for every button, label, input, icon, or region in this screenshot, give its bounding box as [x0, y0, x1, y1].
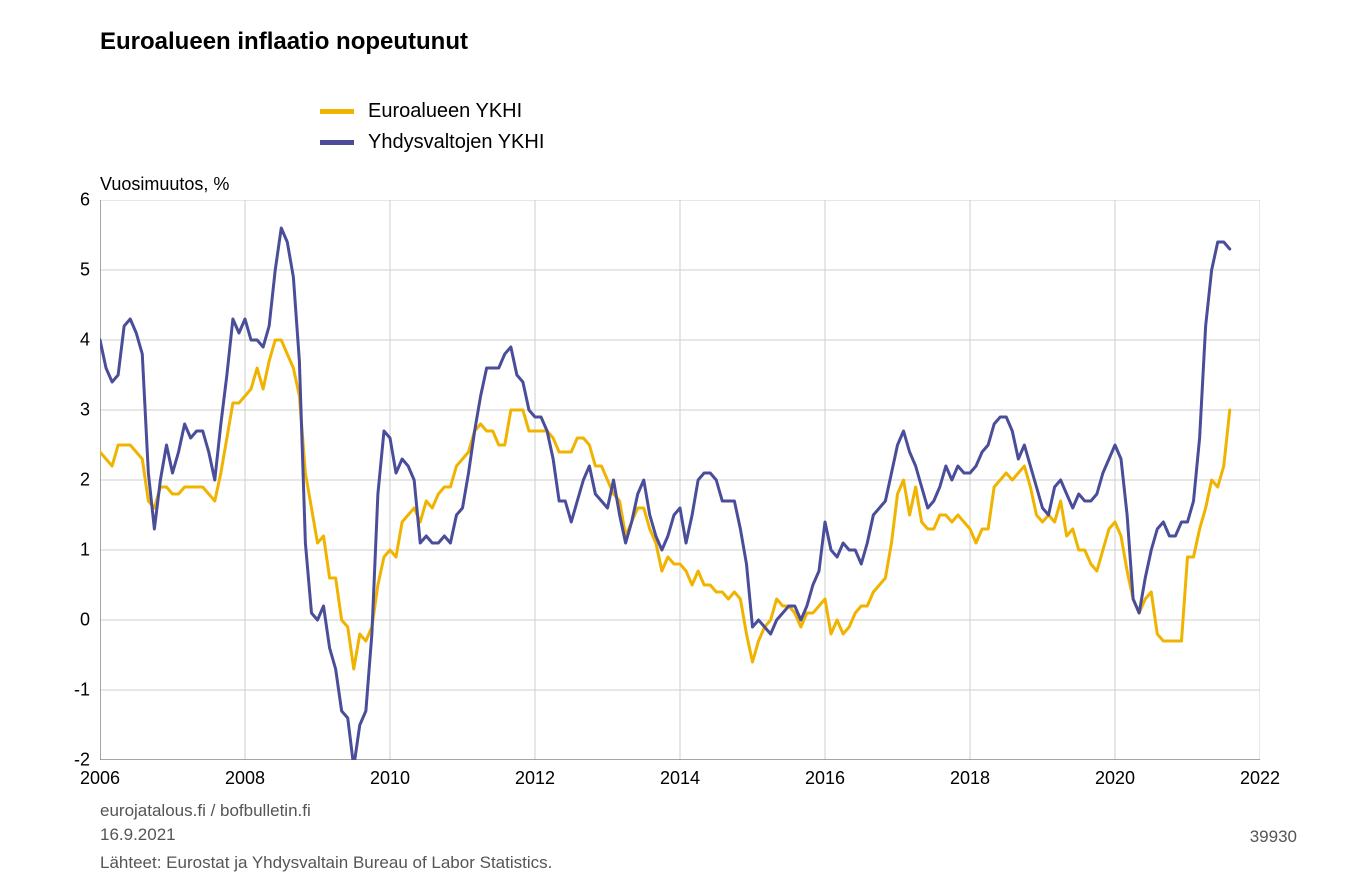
y-tick-label: 2 [40, 470, 90, 491]
footer-left: eurojatalous.fi / bofbulletin.fi 16.9.20… [100, 799, 311, 847]
x-tick-label: 2006 [80, 768, 120, 789]
legend-swatch-0 [320, 109, 354, 114]
footer-source: Lähteet: Eurostat ja Yhdysvaltain Bureau… [100, 853, 552, 873]
y-axis-label: Vuosimuutos, % [100, 174, 229, 195]
legend: Euroalueen YKHI Yhdysvaltojen YKHI [320, 100, 544, 162]
y-tick-label: 3 [40, 400, 90, 421]
footer-code: 39930 [1250, 827, 1297, 847]
x-tick-label: 2016 [805, 768, 845, 789]
x-tick-label: 2012 [515, 768, 555, 789]
y-tick-label: 6 [40, 190, 90, 211]
y-tick-label: 0 [40, 610, 90, 631]
y-tick-label: 1 [40, 540, 90, 561]
legend-swatch-1 [320, 140, 354, 145]
footer-date: 16.9.2021 [100, 825, 176, 844]
y-tick-label: -1 [40, 680, 90, 701]
chart-container: Euroalueen inflaatio nopeutunut Euroalue… [0, 0, 1357, 887]
legend-label-1: Yhdysvaltojen YKHI [368, 131, 544, 154]
y-tick-label: 5 [40, 260, 90, 281]
x-tick-label: 2018 [950, 768, 990, 789]
legend-item-1: Yhdysvaltojen YKHI [320, 131, 544, 154]
x-tick-label: 2010 [370, 768, 410, 789]
x-tick-label: 2014 [660, 768, 700, 789]
chart-title: Euroalueen inflaatio nopeutunut [100, 28, 468, 56]
series-line [100, 228, 1230, 760]
y-tick-label: -2 [40, 750, 90, 771]
x-tick-label: 2008 [225, 768, 265, 789]
x-tick-labels: 200620082010201220142016201820202022 [100, 768, 1260, 792]
y-tick-label: 4 [40, 330, 90, 351]
legend-label-0: Euroalueen YKHI [368, 100, 522, 123]
footer-site: eurojatalous.fi / bofbulletin.fi [100, 801, 311, 820]
plot-area [100, 200, 1260, 760]
x-tick-label: 2022 [1240, 768, 1280, 789]
x-tick-label: 2020 [1095, 768, 1135, 789]
legend-item-0: Euroalueen YKHI [320, 100, 544, 123]
